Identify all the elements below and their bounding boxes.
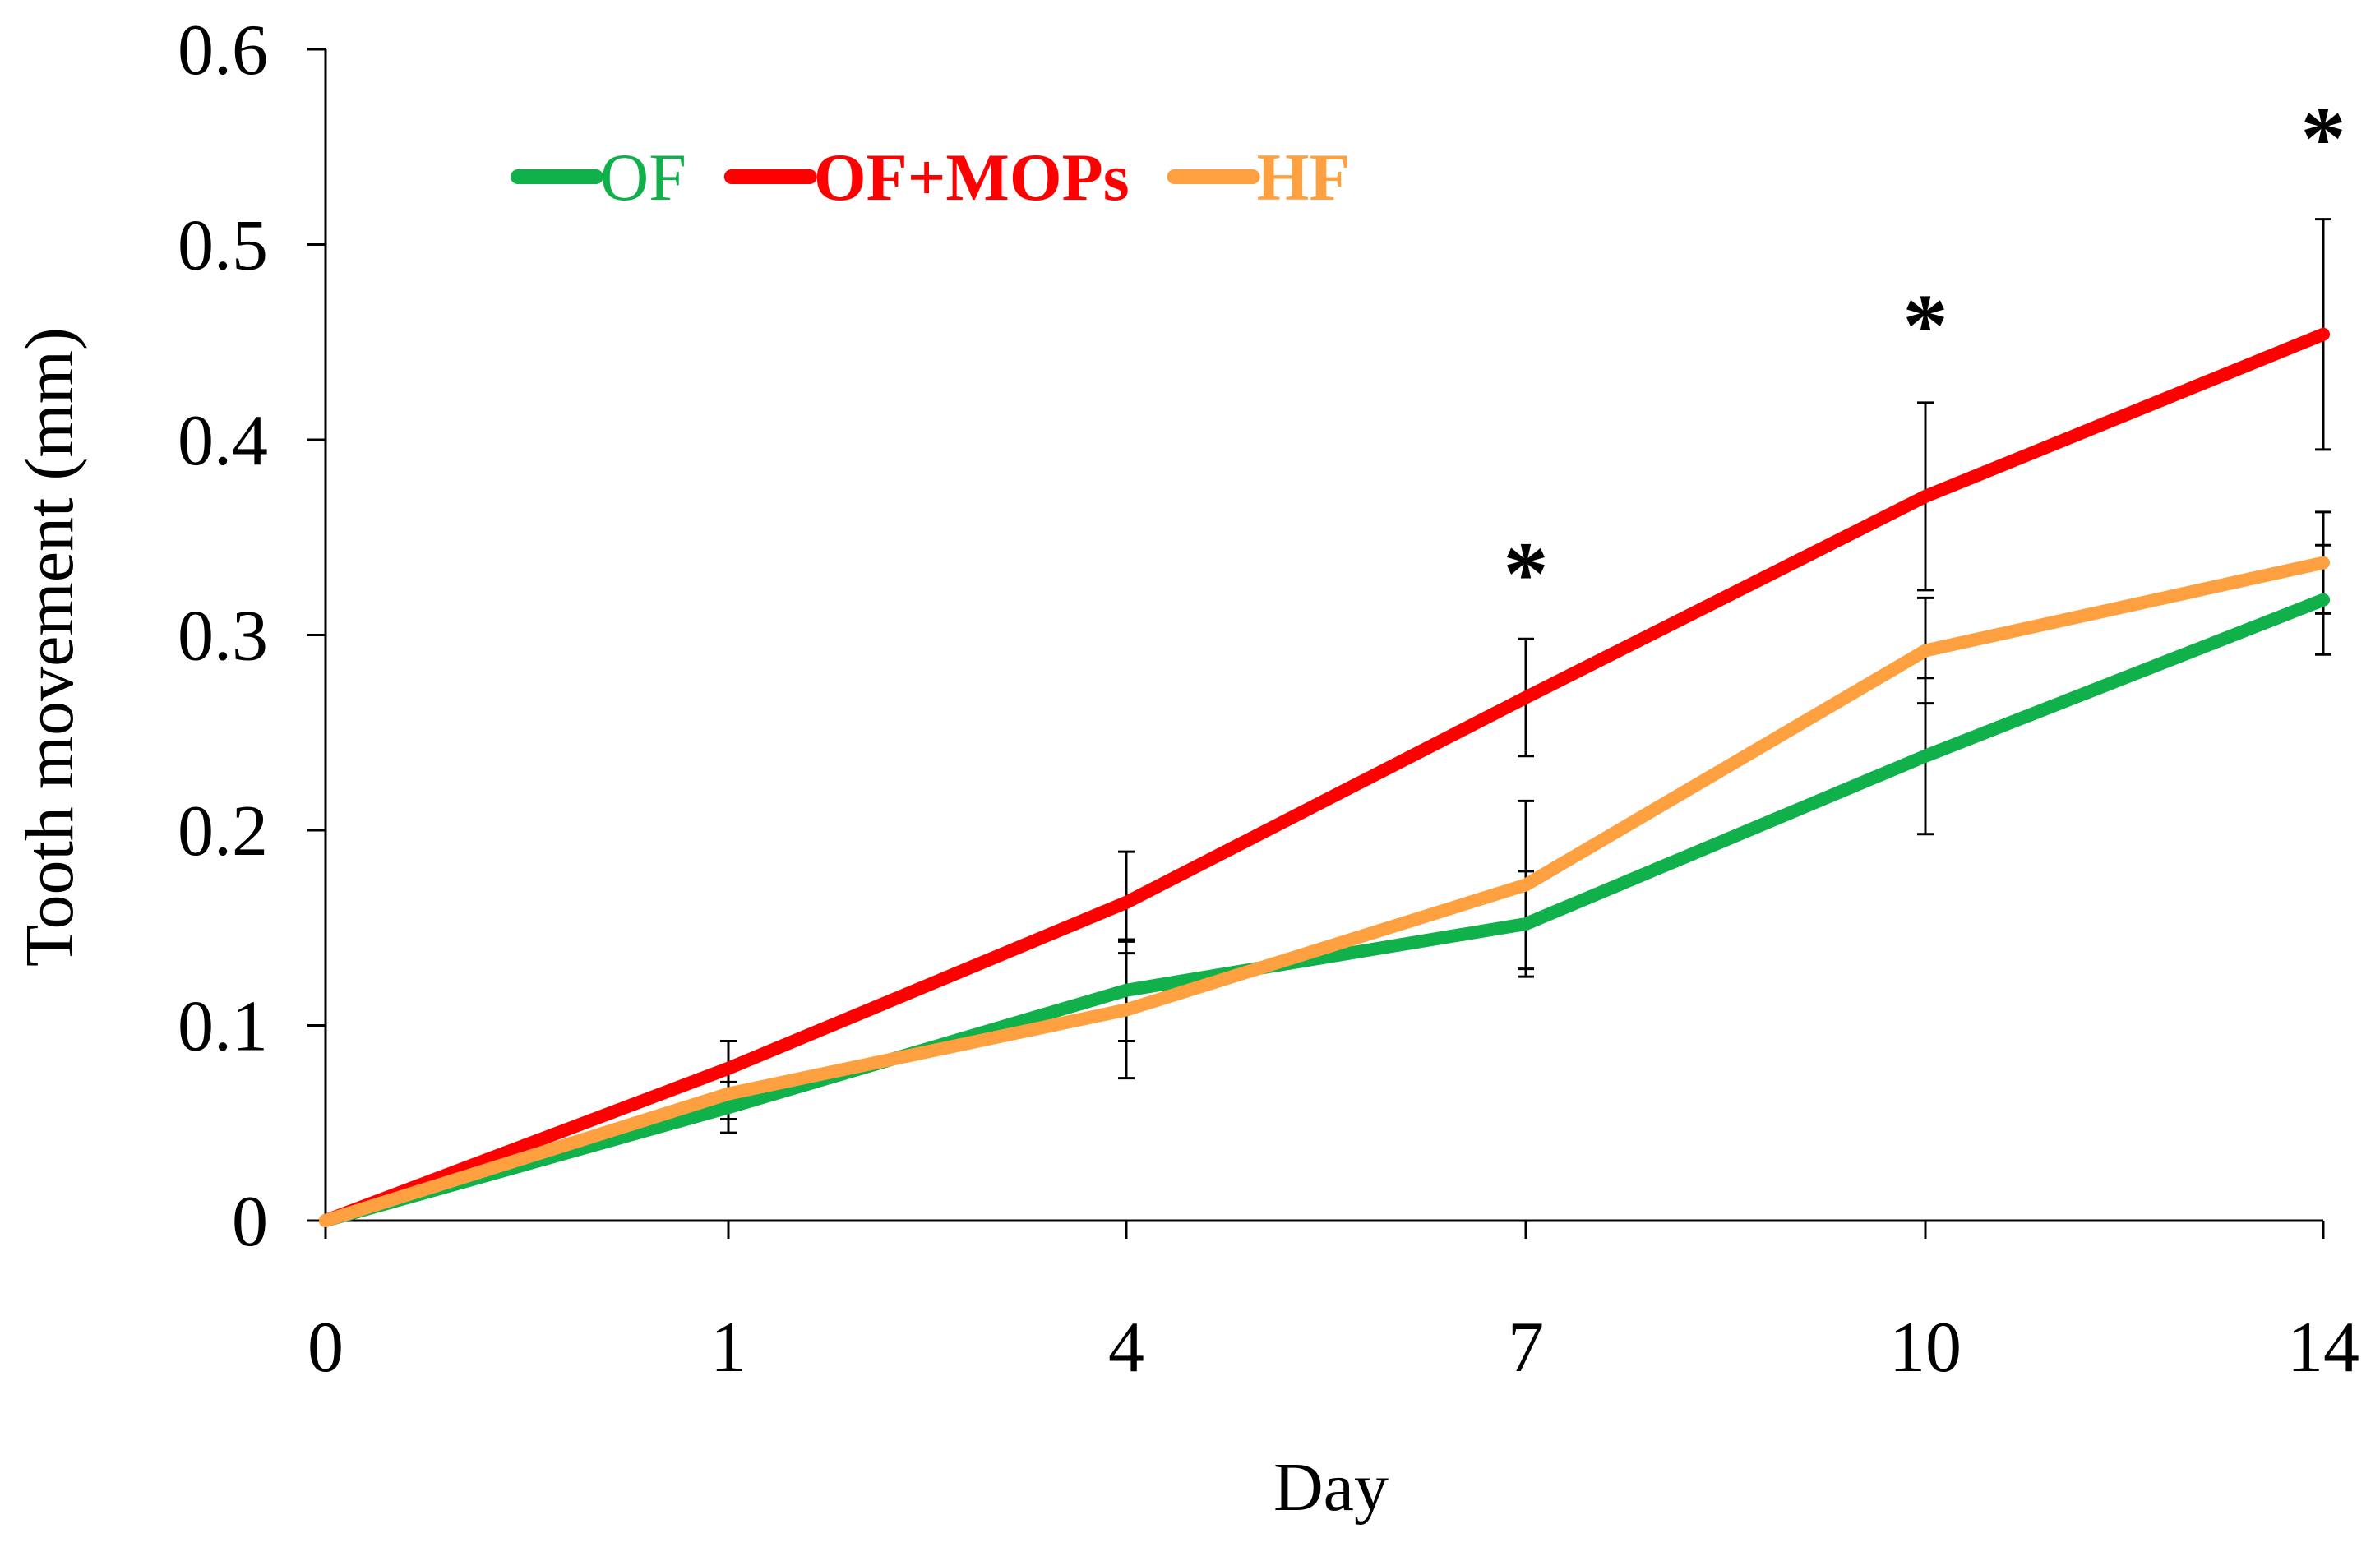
y-tick-label: 0.5 [178, 206, 268, 286]
significance-asterisk: * [1504, 523, 1549, 623]
y-tick-label: 0.3 [178, 597, 268, 677]
significance-asterisk: * [1903, 275, 1948, 376]
series-lines [319, 327, 2330, 1227]
y-tick-label: 0 [232, 1182, 268, 1262]
error-bars [720, 218, 2331, 1134]
x-tick-label: 0 [307, 1308, 344, 1388]
y-tick-label: 0.1 [178, 987, 268, 1067]
y-tick-label: 0.2 [178, 792, 268, 871]
y-axis-title: Tooth movement (mm) [12, 327, 88, 967]
x-tick-label: 4 [1108, 1308, 1144, 1388]
x-tick-label: 14 [2287, 1308, 2359, 1388]
series-line-hf [319, 556, 2330, 1227]
y-tick-label: 0.4 [178, 401, 268, 481]
legend-label-of-mops: OF+MOPs [814, 140, 1130, 215]
x-tick-label: 1 [710, 1308, 746, 1388]
series-line-of [319, 593, 2330, 1227]
x-axis-title: Day [1273, 1449, 1389, 1526]
x-tick-label: 10 [1889, 1308, 1962, 1388]
significance-annotations: * * * [1504, 88, 2346, 624]
y-tick-label: 0.6 [178, 11, 268, 90]
significance-asterisk: * [2301, 88, 2346, 188]
legend: OF OF+MOPs HF [511, 140, 1351, 215]
legend-label-of: OF [600, 140, 686, 215]
legend-label-hf: HF [1257, 140, 1351, 215]
series-line-of-mops [319, 327, 2330, 1227]
axes: 00.10.20.30.40.50.60 1 4 7 10 14 [178, 11, 2359, 1388]
x-tick-label: 7 [1508, 1308, 1544, 1388]
